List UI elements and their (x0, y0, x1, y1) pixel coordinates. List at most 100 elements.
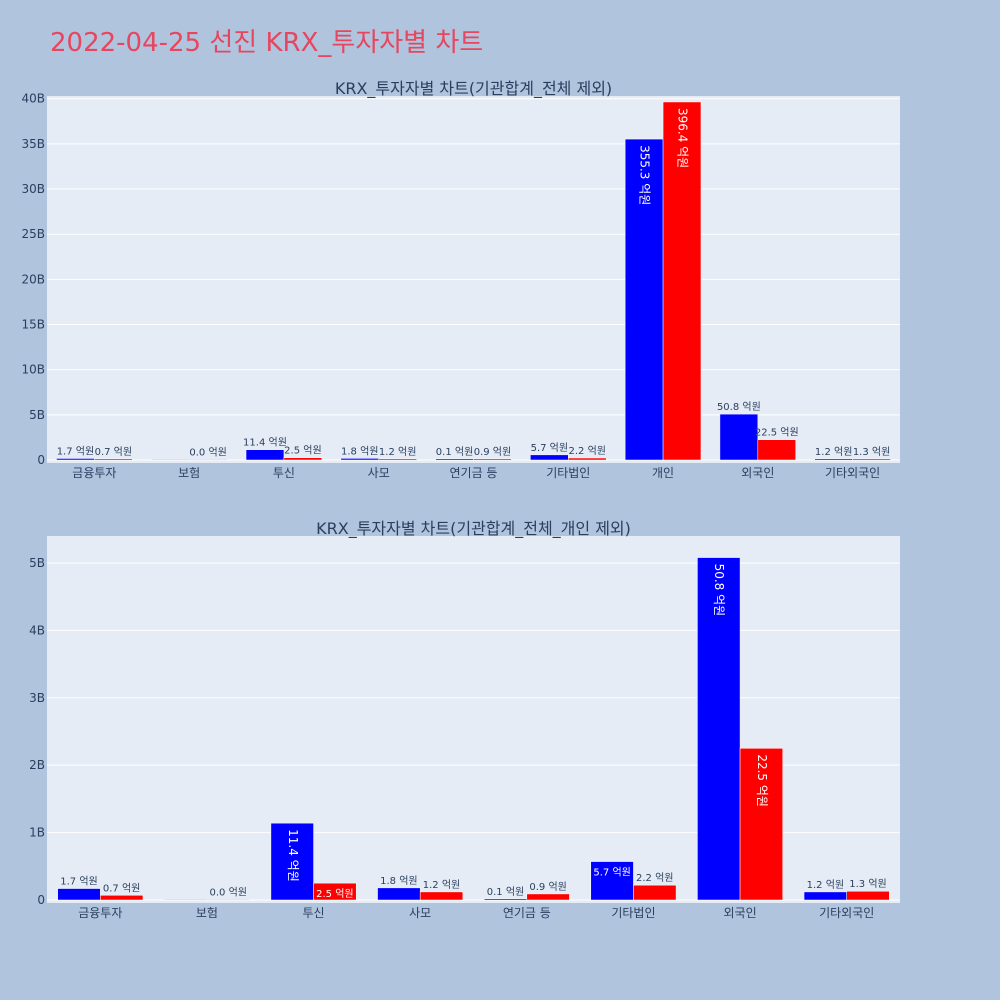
data-label: 1.3 억원 (849, 878, 886, 890)
x-tick-label: 사모 (368, 466, 390, 480)
bar[interactable] (164, 899, 208, 901)
data-label: 2.2 억원 (568, 445, 605, 457)
bar[interactable] (56, 458, 95, 461)
x-tick-label: 투신 (273, 466, 295, 480)
data-label: 396.4 억원 (676, 108, 690, 168)
data-label: 2.5 억원 (284, 445, 321, 457)
y-tick-label: 40B (21, 92, 45, 106)
data-label: 22.5 억원 (755, 427, 799, 439)
x-tick-label: 보험 (196, 906, 218, 920)
data-label: 1.7 억원 (57, 445, 94, 457)
data-label: 0.9 억원 (529, 881, 566, 893)
bar[interactable] (697, 557, 741, 901)
x-tick-label: 개인 (652, 466, 674, 480)
bar[interactable] (852, 458, 891, 461)
data-label: 0.0 억원 (189, 446, 226, 458)
bar[interactable] (814, 458, 853, 461)
data-label: 11.4 억원 (286, 829, 300, 882)
bar[interactable] (530, 454, 569, 461)
x-tick-label: 금융투자 (78, 906, 122, 920)
data-label: 1.8 억원 (341, 445, 378, 457)
data-label: 50.8 억원 (712, 564, 726, 617)
bar[interactable] (473, 458, 512, 461)
data-label: 1.2 억원 (379, 446, 416, 458)
chart-title: KRX_투자자별 차트(기관합계_전체 제외) (335, 79, 612, 99)
data-label: 2.5 억원 (316, 888, 353, 900)
y-tick-label: 5B (29, 556, 45, 570)
bar[interactable] (435, 458, 474, 461)
bar[interactable] (377, 887, 421, 901)
bar[interactable] (245, 449, 285, 461)
x-tick-label: 기타외국인 (825, 466, 880, 480)
data-label: 0.1 억원 (487, 886, 524, 898)
x-tick-label: 기타외국인 (819, 906, 874, 920)
y-tick-label: 10B (21, 363, 45, 377)
chart-title: KRX_투자자별 차트(기관합계_전체_개인 제외) (316, 519, 631, 539)
bar[interactable] (419, 891, 464, 901)
y-tick-label: 15B (21, 318, 45, 332)
y-tick-label: 0 (37, 453, 45, 467)
y-tick-label: 3B (29, 691, 45, 705)
chart-2: 0 1B 2B 3B 4B 5B KRX_투자자별 차트(기관합계_전체_개인 제외) 금융투… (29, 519, 900, 920)
y-tick-label: 5B (29, 408, 45, 422)
page-title: 2022-04-25 선진 KRX_투자자별 차트 (50, 28, 484, 58)
data-label: 0.0 억원 (210, 886, 247, 898)
data-label: 22.5 억원 (755, 754, 769, 807)
data-label: 0.9 억원 (474, 446, 511, 458)
bar[interactable] (340, 458, 379, 461)
bar[interactable] (378, 458, 417, 461)
x-tick-label: 사모 (409, 906, 431, 920)
data-label: 1.7 억원 (60, 876, 97, 888)
bar[interactable] (568, 457, 607, 461)
x-tick-label: 연기금 등 (450, 466, 498, 480)
chart-1: 0 5B 10B 15B 20B 25B 30B 35B 40B KRX_투자자별 차트(기관합계… (21, 79, 900, 480)
y-tick-label: 20B (21, 272, 45, 286)
data-label: 1.3 억원 (853, 446, 890, 458)
bar[interactable] (283, 457, 323, 461)
bar[interactable] (270, 822, 314, 901)
bar[interactable] (624, 138, 664, 461)
data-label: 2.2 억원 (636, 872, 673, 884)
bar[interactable] (100, 895, 144, 901)
bar[interactable] (590, 861, 634, 901)
x-tick-label: 금융투자 (72, 466, 116, 480)
bar[interactable] (633, 884, 677, 901)
bar[interactable] (719, 413, 759, 461)
bar[interactable] (188, 459, 228, 461)
bar[interactable] (57, 888, 101, 901)
data-label: 5.7 억원 (531, 442, 568, 454)
y-tick-label: 35B (21, 137, 45, 151)
y-tick-label: 0 (37, 893, 45, 907)
x-tick-label: 기타법인 (546, 466, 590, 480)
data-label: 1.2 억원 (815, 446, 852, 458)
data-label: 50.8 억원 (717, 401, 761, 413)
x-tick-label: 투신 (303, 906, 325, 920)
data-label: 0.7 억원 (103, 882, 140, 894)
bar[interactable] (151, 459, 190, 461)
bar[interactable] (803, 891, 847, 901)
x-tick-label: 외국인 (724, 906, 757, 920)
y-tick-label: 30B (21, 182, 45, 196)
bar[interactable] (846, 890, 890, 901)
x-tick-label: 보험 (178, 466, 200, 480)
bar[interactable] (483, 898, 528, 901)
data-label: 1.2 억원 (807, 879, 844, 891)
x-tick-label: 외국인 (741, 466, 774, 480)
bar[interactable] (94, 458, 133, 461)
bar[interactable] (313, 882, 357, 901)
data-label: 5.7 억원 (593, 867, 630, 879)
x-tick-label: 기타법인 (611, 906, 655, 920)
y-tick-label: 2B (29, 758, 45, 772)
bar[interactable] (739, 748, 783, 901)
data-label: 1.8 억원 (380, 875, 417, 887)
bar[interactable] (662, 101, 702, 461)
bar[interactable] (757, 439, 796, 461)
y-tick-label: 1B (29, 826, 45, 840)
data-label: 1.2 억원 (423, 879, 460, 891)
bar[interactable] (206, 899, 250, 901)
data-label: 355.3 억원 (638, 145, 652, 205)
data-label: 0.1 억원 (436, 446, 473, 458)
bar[interactable] (526, 893, 570, 901)
data-label: 0.7 억원 (95, 446, 132, 458)
